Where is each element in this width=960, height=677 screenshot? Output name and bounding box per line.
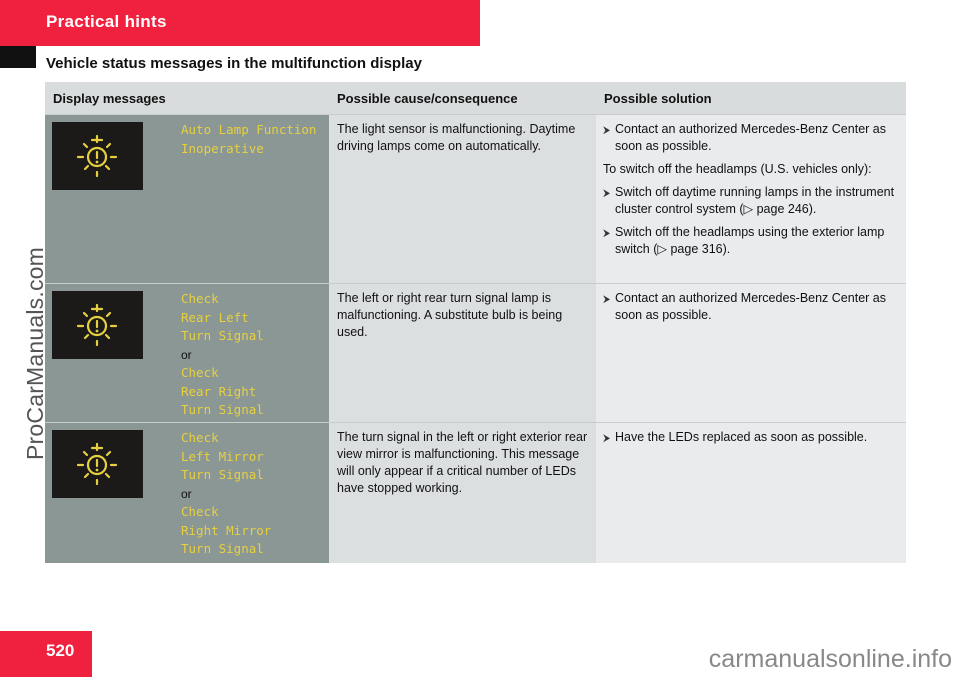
arrow-icon: ⮞ xyxy=(603,228,611,239)
cause-cell: The turn signal in the left or right ext… xyxy=(329,423,596,563)
display-message-cell: Auto Lamp Function Inoperative xyxy=(45,115,329,283)
arrow-icon: ⮞ xyxy=(603,294,611,305)
lamp-warning-icon xyxy=(52,430,143,498)
arrow-icon: ⮞ xyxy=(603,433,611,444)
display-message-cell: Check Rear Left Turn Signal or Check Rea… xyxy=(45,284,329,422)
table-row: Check Left Mirror Turn Signal or Check R… xyxy=(45,422,906,563)
column-header-display-messages: Display messages xyxy=(53,91,166,106)
solution-cell: ⮞ Contact an authorized Mercedes-Benz Cen… xyxy=(596,284,906,422)
header-bar xyxy=(0,0,480,46)
display-message-text: Check Rear Left Turn Signal or Check Rea… xyxy=(181,291,264,417)
column-header-cause: Possible cause/consequence xyxy=(337,91,518,106)
status-message-table: Display messages Possible cause/conseque… xyxy=(45,82,906,563)
section-title: Practical hints xyxy=(46,12,167,31)
display-message-text: Auto Lamp Function Inoperative xyxy=(181,122,317,156)
arrow-icon: ⮞ xyxy=(603,125,611,136)
solution-cell: ⮞ Contact an authorized Mercedes-Benz Cen… xyxy=(596,115,906,283)
column-header-solution: Possible solution xyxy=(604,91,712,106)
cause-cell: The left or right rear turn signal lamp … xyxy=(329,284,596,422)
cause-cell: The light sensor is malfunctioning. Dayt… xyxy=(329,115,596,283)
page-ref-icon: ▷ xyxy=(743,202,757,216)
page-number: 520 xyxy=(46,641,75,660)
page-subheading: Vehicle status messages in the multifunc… xyxy=(46,55,422,72)
watermark-left: ProCarManuals.com xyxy=(22,246,48,460)
watermark-bottom: carmanualsonline.info xyxy=(708,645,952,673)
solution-cell: ⮞ Have the LEDs replaced as soon as possi… xyxy=(596,423,906,563)
display-message-cell: Check Left Mirror Turn Signal or Check R… xyxy=(45,423,329,563)
table-row: Check Rear Left Turn Signal or Check Rea… xyxy=(45,283,906,422)
table-row: Auto Lamp Function Inoperative The light… xyxy=(45,114,906,283)
lamp-warning-icon xyxy=(52,291,143,359)
display-message-text: Check Left Mirror Turn Signal or Check R… xyxy=(181,430,272,556)
section-tab xyxy=(0,46,36,68)
page-reference-link[interactable]: page 246 xyxy=(756,202,809,216)
page-ref-icon: ▷ xyxy=(657,242,671,256)
page-reference-link[interactable]: page 316 xyxy=(670,242,723,256)
arrow-icon: ⮞ xyxy=(603,188,611,199)
lamp-warning-icon xyxy=(52,122,143,190)
table-header: Display messages Possible cause/conseque… xyxy=(45,82,906,114)
page-number-box: 520 xyxy=(0,631,92,677)
